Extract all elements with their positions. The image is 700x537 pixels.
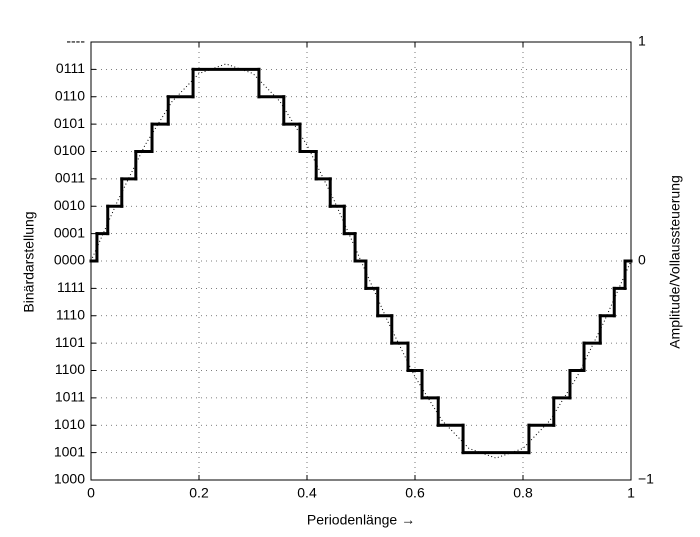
x-tick-label: 0 xyxy=(87,485,95,501)
x-axis-label: Periodenlänge → xyxy=(307,512,415,528)
y-tick-label: 1111 xyxy=(57,279,85,295)
y-tick-label: 0100 xyxy=(54,142,85,158)
y-tick-label: 1110 xyxy=(56,306,85,322)
x-tick-label: 0.6 xyxy=(405,485,425,501)
y-tick-label: 1011 xyxy=(55,389,85,405)
y-tick-label: 1100 xyxy=(55,361,85,377)
y2-axis-label: Amplitude/Vollaussteuerung xyxy=(667,175,683,349)
sine-line xyxy=(90,63,632,459)
y-axis-label: Binärdarstellung xyxy=(21,211,37,312)
y2-tick-label: 1 xyxy=(638,33,646,49)
y-tick-label: 0001 xyxy=(54,224,85,240)
y-tick-label: 0000 xyxy=(54,252,85,268)
x-tick-label: 1 xyxy=(627,485,635,501)
y2-tick-label: 0 xyxy=(638,252,646,268)
y2-tick-label: −1 xyxy=(638,471,654,487)
x-tick-label: 0.2 xyxy=(189,485,209,501)
y-tick-label: ---- xyxy=(66,33,85,49)
x-tick-label: 0.4 xyxy=(297,485,317,501)
y-tick-label: 0011 xyxy=(55,170,85,186)
y-tick-label: 0101 xyxy=(54,115,85,131)
y-tick-label: 0010 xyxy=(54,197,85,213)
y-tick-label: 1001 xyxy=(54,443,85,459)
y-tick-label: 0110 xyxy=(55,87,85,103)
x-tick-label: 0.8 xyxy=(513,485,533,501)
y-tick-label: 0111 xyxy=(56,60,85,76)
y-tick-label: 1000 xyxy=(54,471,85,487)
y-tick-label: 1010 xyxy=(54,416,85,432)
y-tick-label: 1101 xyxy=(55,334,85,350)
